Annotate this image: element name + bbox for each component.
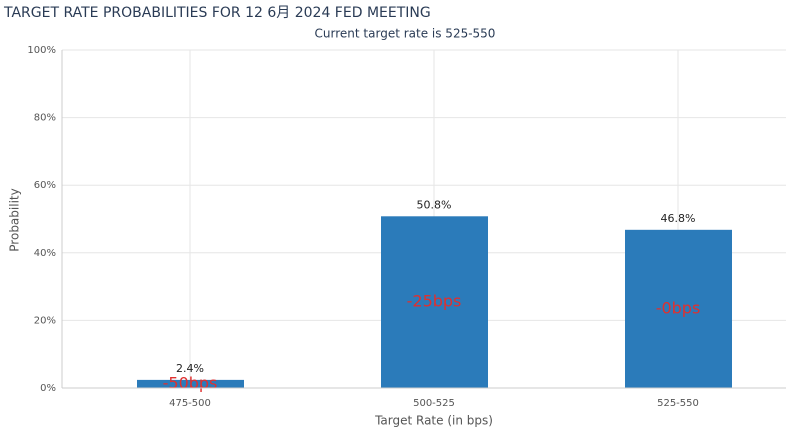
bar: [137, 379, 244, 388]
annotation: -0bps: [656, 298, 701, 317]
y-tick-label: 100%: [27, 45, 56, 56]
annotation: -25bps: [407, 292, 462, 311]
chart-subtitle: Current target rate is 525-550: [315, 27, 496, 41]
y-tick-label: 60%: [34, 180, 56, 191]
x-tick-label: 500-525: [413, 398, 455, 409]
bar: [381, 216, 488, 388]
x-tick-label: 475-500: [169, 398, 211, 409]
x-axis-label: Target Rate (in bps): [374, 414, 493, 428]
chart-title: TARGET RATE PROBABILITIES FOR 12 6月 2024…: [3, 5, 431, 21]
value-label: 2.4%: [176, 362, 204, 375]
value-label: 50.8%: [417, 198, 452, 211]
y-tick-label: 20%: [34, 315, 56, 326]
y-tick-label: 40%: [34, 248, 56, 259]
y-tick-label: 0%: [40, 383, 56, 394]
y-tick-label: 80%: [34, 113, 56, 124]
annotation: -50bps: [163, 373, 218, 392]
value-label: 46.8%: [661, 212, 696, 225]
y-axis-label: Probability: [8, 188, 22, 251]
x-tick-label: 525-550: [657, 398, 699, 409]
bar: [625, 229, 732, 388]
